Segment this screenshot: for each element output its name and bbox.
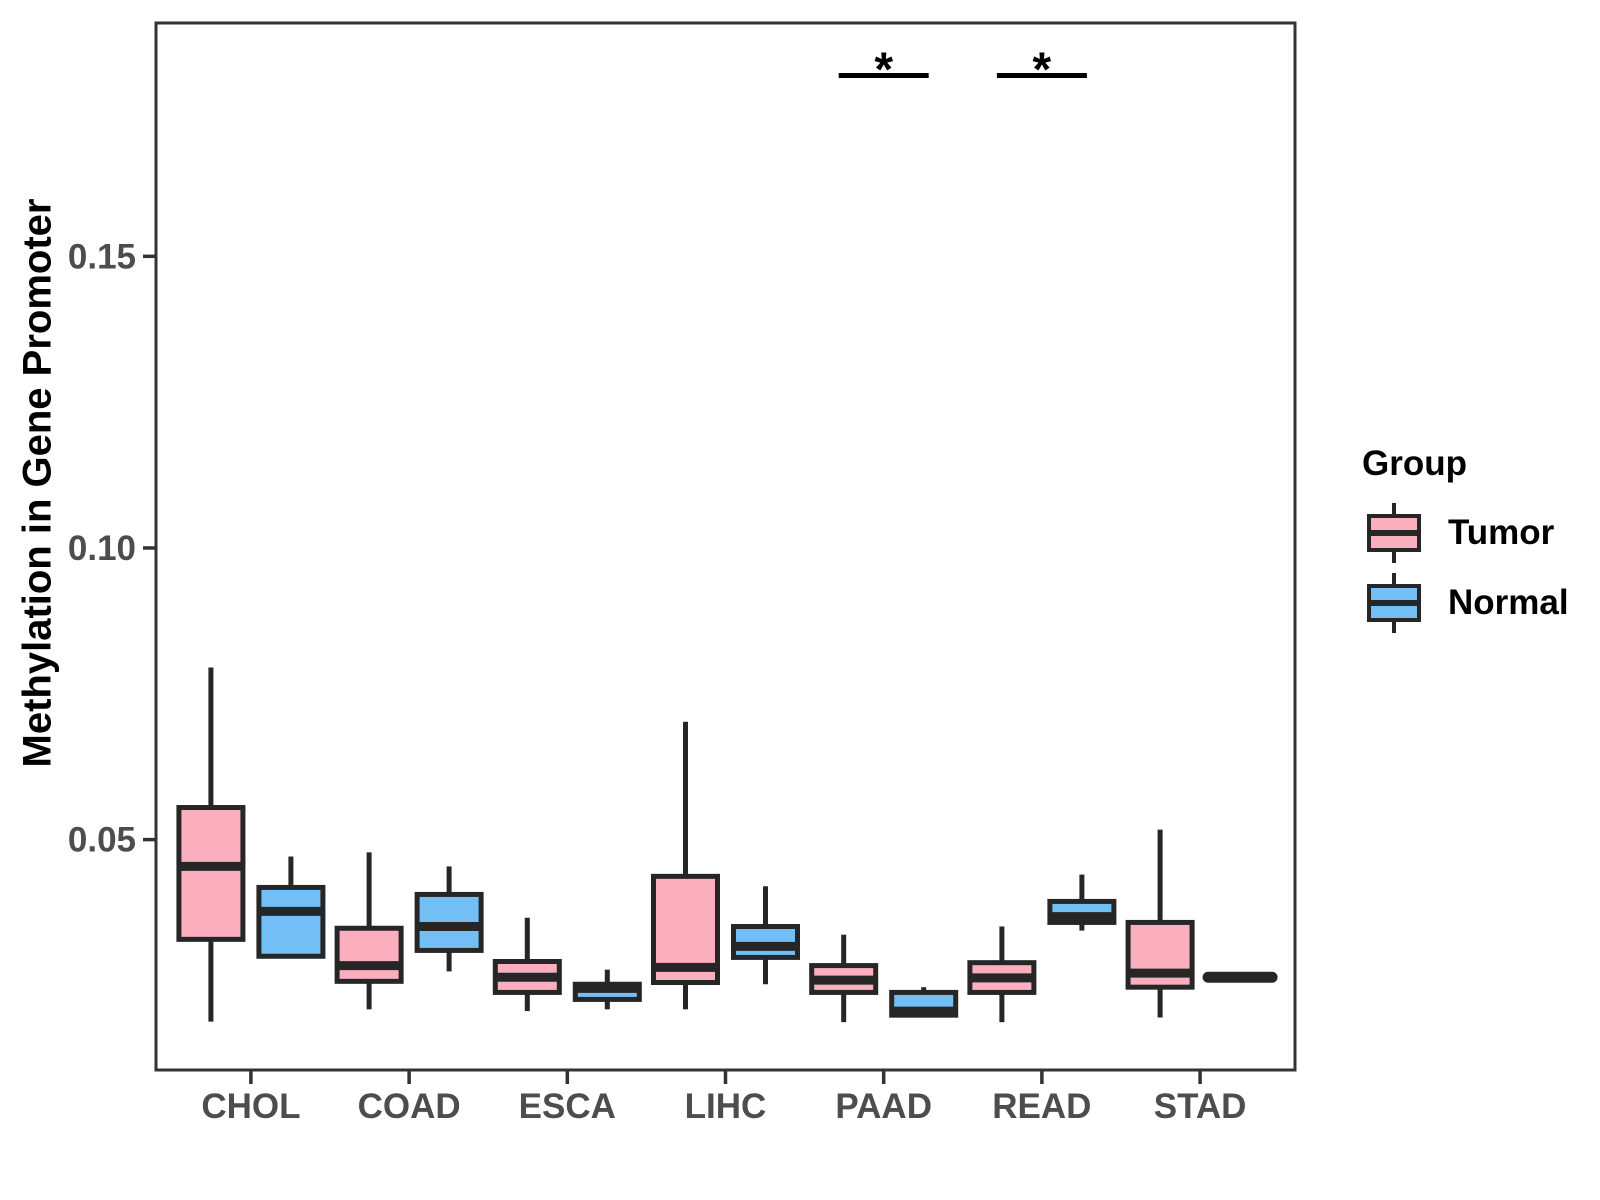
- legend-entry-tumor: Tumor: [1366, 498, 1569, 568]
- x-tick-label-ESCA: ESCA: [519, 1087, 616, 1126]
- legend: Group Tumor Normal: [1362, 444, 1569, 638]
- x-tick-label-PAAD: PAAD: [835, 1087, 932, 1126]
- legend-entry-label: Tumor: [1448, 513, 1555, 552]
- box-Tumor-COAD: [334, 925, 404, 984]
- x-tick-label-COAD: COAD: [358, 1087, 461, 1126]
- legend-entry-label: Normal: [1448, 583, 1569, 622]
- x-tick-label-LIHC: LIHC: [685, 1087, 767, 1126]
- legend-entry-normal: Normal: [1366, 568, 1569, 638]
- y-tick-label: 0.10: [68, 529, 136, 568]
- tumor-boxplot-icon: [1367, 503, 1421, 563]
- y-axis-title: Methylation in Gene Promoter: [15, 198, 60, 768]
- x-tick-label-CHOL: CHOL: [201, 1087, 300, 1126]
- box-Normal-CHOL: [256, 884, 326, 959]
- sig-star-READ: *: [1033, 43, 1052, 96]
- panel-border: [154, 21, 1297, 1072]
- normal-boxplot-icon: [1367, 573, 1421, 633]
- y-tick-label: 0.05: [68, 821, 136, 860]
- y-tick-label: 0.15: [68, 237, 136, 276]
- legend-title: Group: [1362, 444, 1467, 483]
- x-tick-label-STAD: STAD: [1154, 1087, 1247, 1126]
- x-tick-label-READ: READ: [992, 1087, 1091, 1126]
- box-Tumor-CHOL: [176, 805, 246, 942]
- sig-star-PAAD: *: [874, 43, 893, 96]
